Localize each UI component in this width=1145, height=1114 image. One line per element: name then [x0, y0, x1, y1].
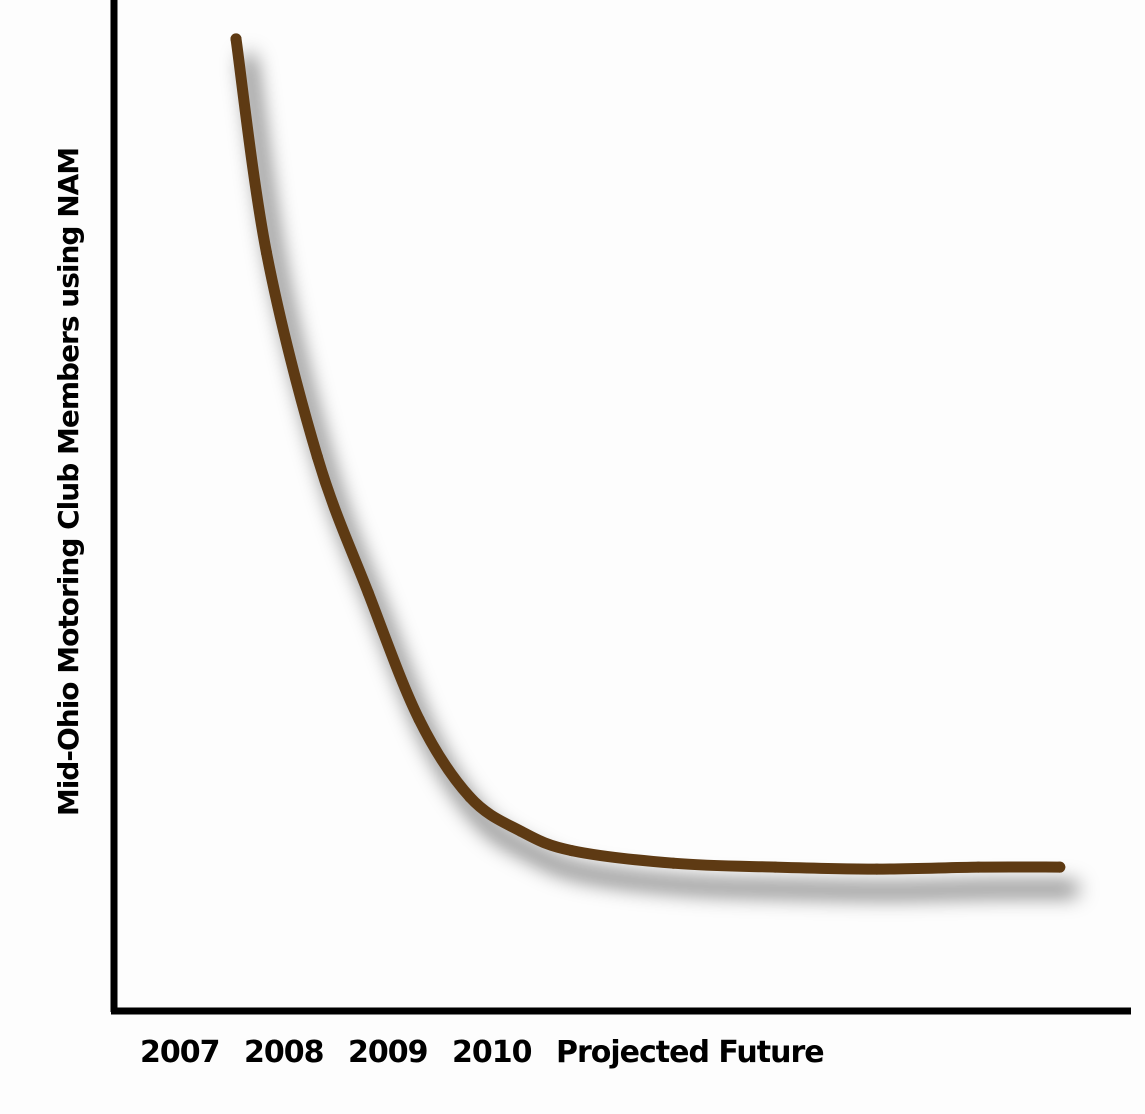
data-point: [871, 863, 883, 875]
axes: [110, 0, 1131, 1015]
data-point: [667, 857, 679, 869]
x-tick-label: 2010: [452, 1035, 532, 1070]
data-point: [769, 861, 781, 873]
series-line-0: [230, 33, 1066, 875]
data-point: [362, 587, 374, 599]
x-tick-label: 2009: [348, 1035, 428, 1070]
data-point: [972, 861, 984, 873]
data-point: [1054, 861, 1066, 873]
data-point: [413, 713, 425, 725]
series-layer: [230, 33, 1079, 899]
data-point: [515, 825, 527, 837]
x-tick-labels: 2007 2008 2009 2010 Projected Future: [140, 1035, 825, 1070]
x-tick-label: 2008: [244, 1035, 324, 1070]
data-point: [230, 33, 242, 45]
data-point: [464, 791, 476, 803]
data-point: [261, 247, 272, 259]
x-tick-label: 2007: [140, 1035, 220, 1070]
data-point: [566, 845, 578, 857]
x-tick-label: Projected Future: [556, 1035, 824, 1070]
series-line-shadow: [241, 53, 1079, 899]
data-point: [311, 451, 323, 463]
y-axis-title: Mid-Ohio Motoring Club Members using NAM: [52, 148, 85, 816]
